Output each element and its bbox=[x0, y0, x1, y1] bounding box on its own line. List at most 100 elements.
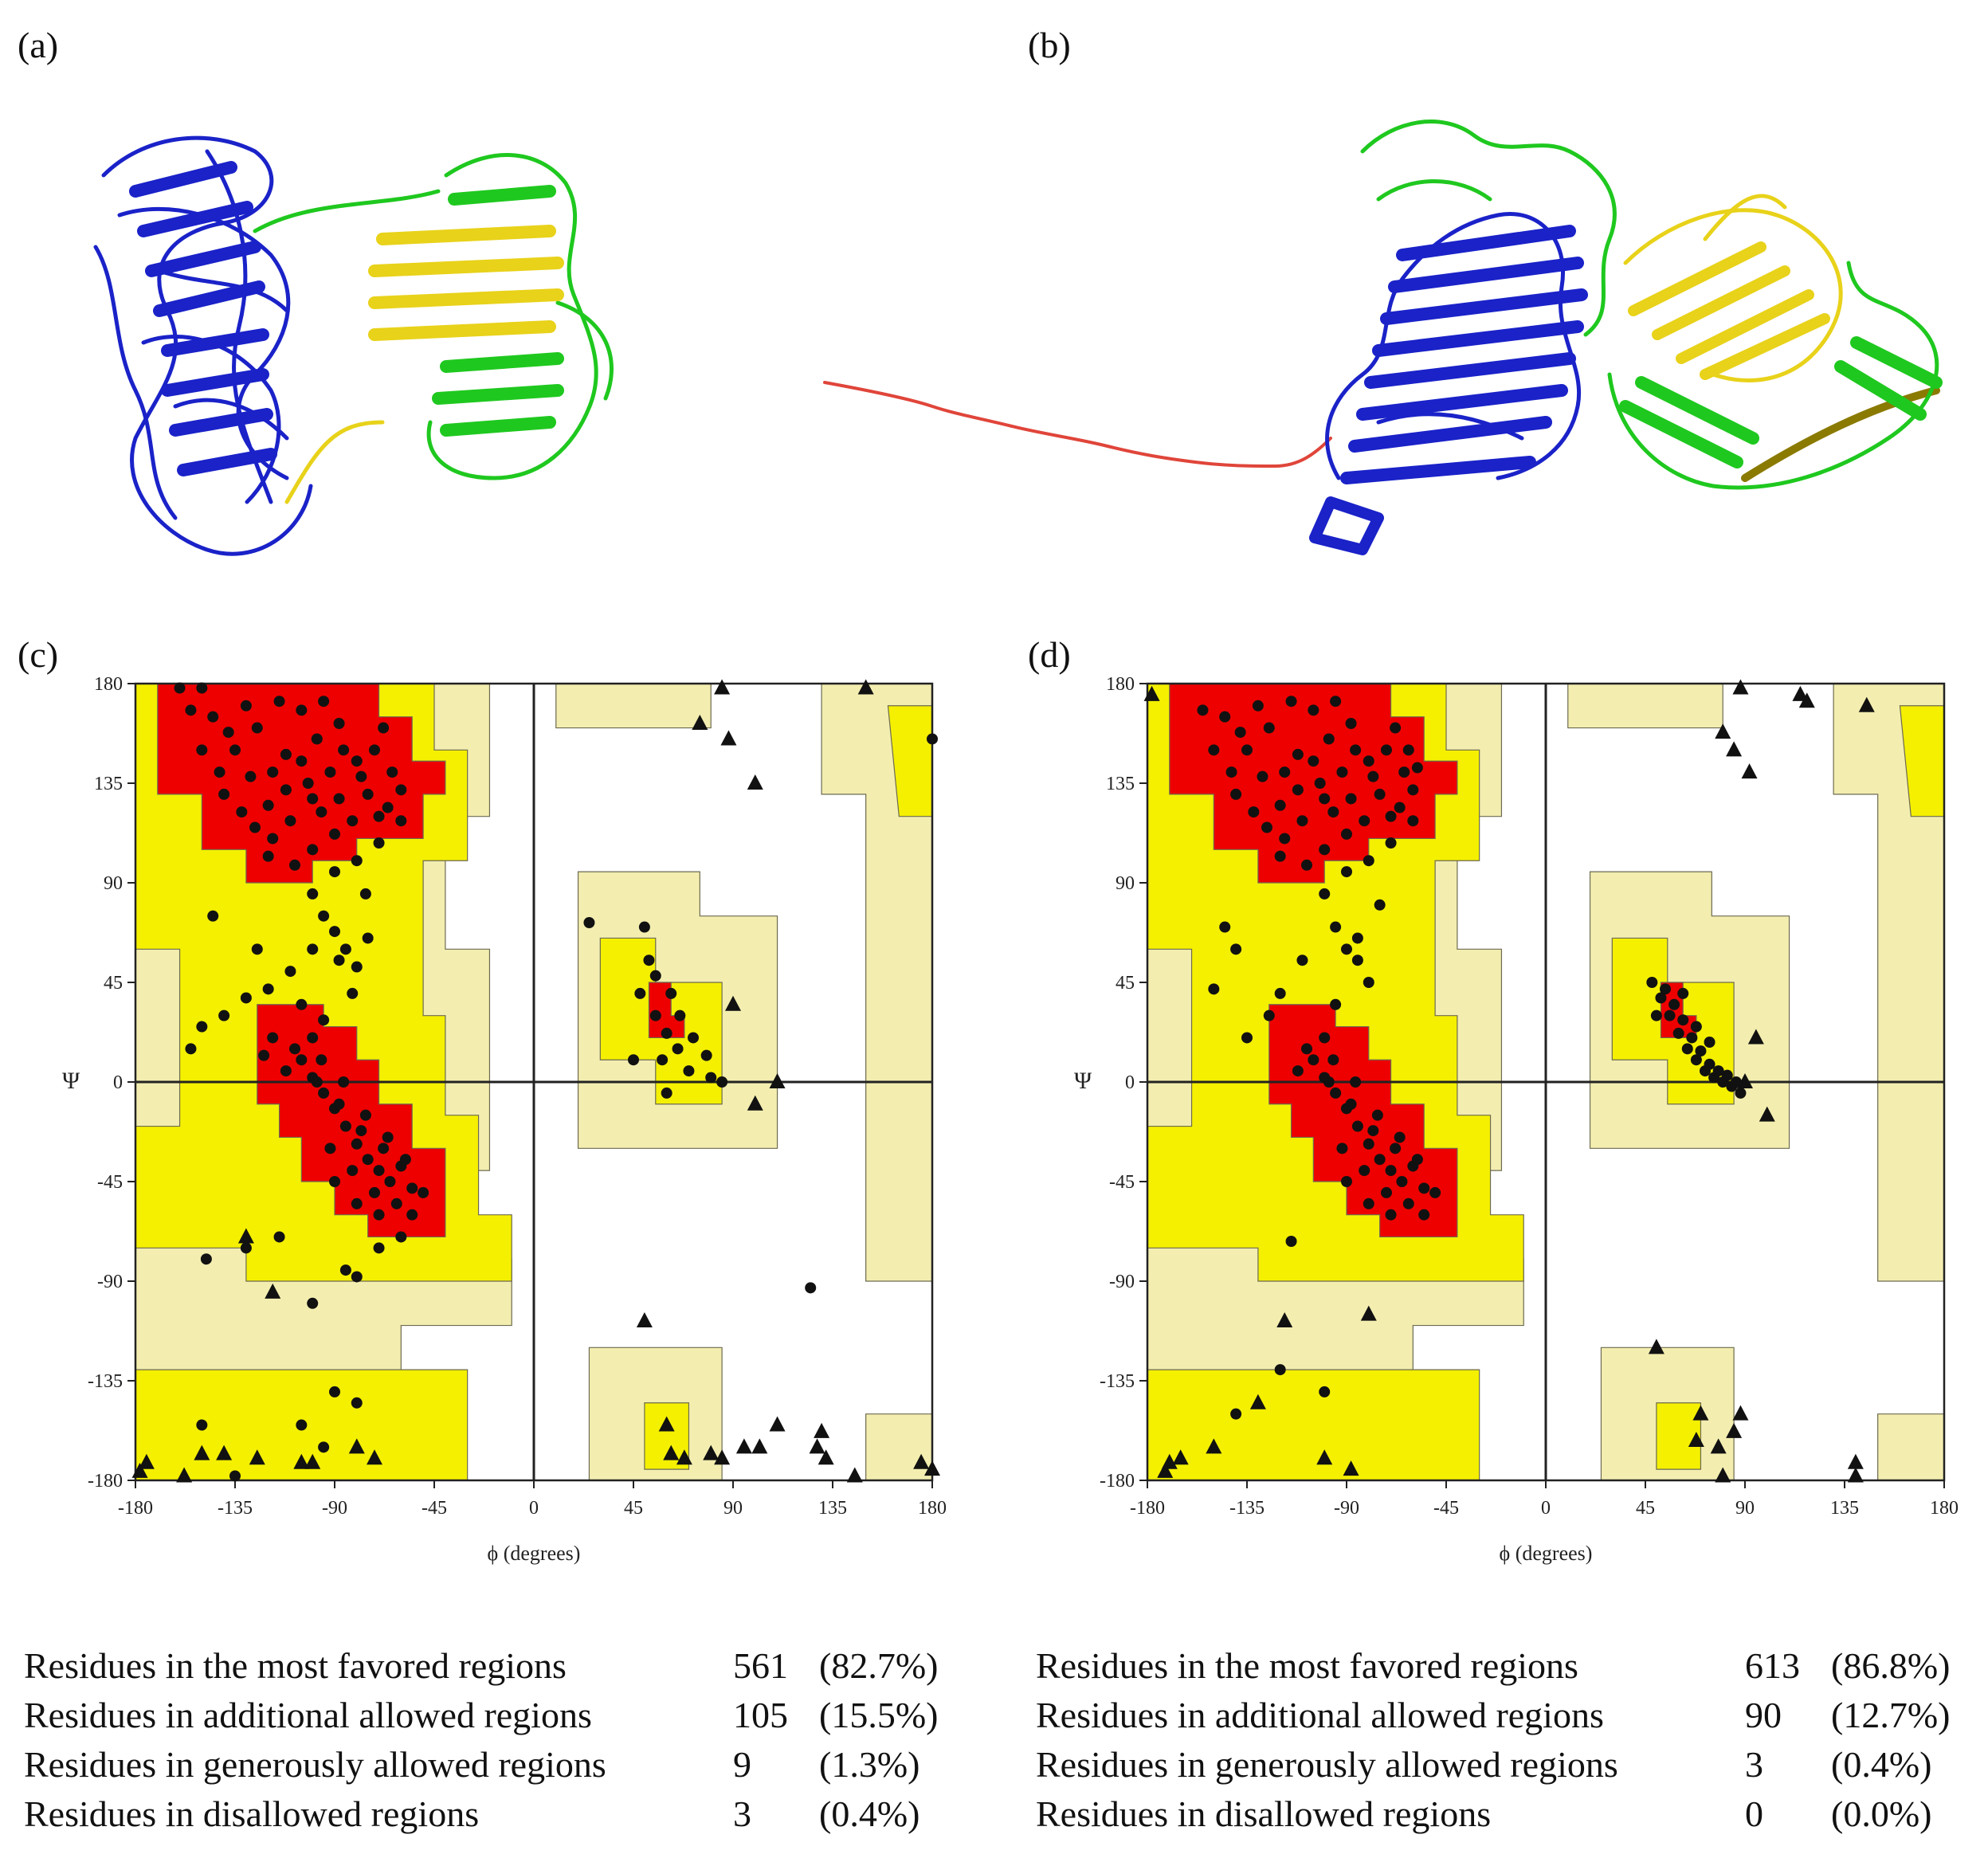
residue-point bbox=[418, 1186, 429, 1198]
residue-point bbox=[351, 1271, 363, 1283]
residue-point bbox=[1345, 1098, 1357, 1110]
residue-point bbox=[318, 1014, 330, 1026]
stats-percent: (0.4%) bbox=[1831, 1744, 1932, 1785]
residue-point bbox=[351, 1198, 363, 1209]
residue-point bbox=[273, 1231, 285, 1243]
residue-point bbox=[1279, 766, 1291, 778]
glycine-point bbox=[692, 715, 708, 730]
glycine-point bbox=[658, 1416, 675, 1432]
residue-point bbox=[1279, 833, 1291, 845]
residue-point bbox=[390, 1198, 402, 1209]
stats-table-d: Residues in the most favored regions 613 (… bbox=[1036, 1641, 1950, 1839]
residue-point bbox=[373, 1242, 385, 1254]
residue-point bbox=[1367, 770, 1379, 782]
residue-point bbox=[240, 700, 252, 711]
residue-point bbox=[1319, 888, 1331, 900]
glycine-point bbox=[924, 1460, 940, 1476]
x-tick-label: 0 bbox=[529, 1498, 539, 1519]
residue-point bbox=[1330, 696, 1342, 708]
allowed-region bbox=[1656, 1402, 1702, 1470]
residue-point bbox=[222, 727, 234, 739]
residue-point bbox=[688, 1032, 699, 1044]
residue-point bbox=[196, 744, 208, 756]
residue-point bbox=[1350, 744, 1362, 756]
residue-point bbox=[1230, 943, 1242, 955]
y-tick-label: -180 bbox=[88, 1471, 123, 1492]
glycine-point bbox=[1858, 696, 1875, 712]
residue-point bbox=[1330, 921, 1342, 933]
residue-point bbox=[1712, 1065, 1724, 1077]
residue-point bbox=[1398, 766, 1410, 778]
residue-point bbox=[634, 987, 646, 999]
glycine-point bbox=[1143, 685, 1160, 701]
residue-point bbox=[316, 806, 327, 818]
residue-point bbox=[338, 1076, 350, 1088]
stats-row: Residues in the most favored regions 613 (… bbox=[1036, 1641, 1950, 1691]
y-tick-label: 180 bbox=[94, 674, 123, 695]
y-tick-label: -45 bbox=[1109, 1172, 1135, 1193]
residue-point bbox=[1292, 748, 1304, 760]
glycine-point bbox=[138, 1453, 155, 1469]
residue-point bbox=[355, 1125, 367, 1137]
glycine-point bbox=[237, 1228, 254, 1244]
residue-point bbox=[1695, 1045, 1707, 1057]
residue-point bbox=[1314, 778, 1326, 789]
y-tick-label: 0 bbox=[1125, 1072, 1135, 1093]
residue-point bbox=[267, 833, 279, 845]
residue-point bbox=[329, 1176, 340, 1187]
stats-label: Residues in the most favored regions bbox=[24, 1645, 567, 1686]
glycine-point bbox=[176, 1467, 193, 1483]
residue-point bbox=[1385, 1209, 1397, 1221]
residue-point bbox=[1341, 828, 1352, 840]
residue-point bbox=[318, 910, 330, 922]
residue-point bbox=[1292, 1065, 1304, 1077]
residue-point bbox=[672, 1043, 684, 1055]
residue-point bbox=[289, 1043, 300, 1055]
residue-point bbox=[307, 793, 319, 805]
x-tick-label: 180 bbox=[1930, 1498, 1959, 1519]
glycine-point bbox=[735, 1438, 752, 1454]
residue-point bbox=[347, 987, 359, 999]
glycine-point bbox=[194, 1445, 210, 1460]
residue-point bbox=[1721, 1069, 1733, 1081]
glycine-point bbox=[714, 1449, 731, 1465]
glycine-point bbox=[703, 1445, 720, 1460]
residue-point bbox=[1681, 1043, 1693, 1055]
residue-point bbox=[267, 1032, 279, 1044]
residue-point bbox=[347, 815, 359, 827]
glycine-point bbox=[1726, 1422, 1743, 1438]
residue-point bbox=[1285, 696, 1297, 708]
residue-point bbox=[329, 828, 340, 840]
residue-point bbox=[324, 1143, 336, 1154]
glycine-point bbox=[1747, 1029, 1764, 1045]
residue-point bbox=[1664, 1009, 1676, 1021]
glycine-point bbox=[720, 730, 737, 746]
residue-point bbox=[1418, 1182, 1430, 1194]
stats-count: 90 bbox=[1745, 1695, 1782, 1735]
residue-point bbox=[1319, 1032, 1331, 1044]
glycine-point bbox=[663, 1445, 680, 1460]
residue-point bbox=[267, 766, 279, 778]
residue-point bbox=[1363, 855, 1374, 867]
residue-point bbox=[1396, 1176, 1408, 1187]
generous-region bbox=[1877, 1413, 1945, 1481]
glycine-point bbox=[857, 679, 874, 695]
residue-point bbox=[1336, 1143, 1348, 1154]
residue-point bbox=[1219, 711, 1231, 723]
residue-point bbox=[1359, 1165, 1370, 1177]
residue-point bbox=[214, 766, 225, 778]
residue-point bbox=[339, 1120, 351, 1132]
residue-point bbox=[1650, 1009, 1662, 1021]
residue-point bbox=[307, 844, 319, 856]
residue-point bbox=[262, 983, 274, 995]
stats-row: Residues in additional allowed regions 10… bbox=[24, 1691, 938, 1740]
residue-point bbox=[1735, 1087, 1747, 1099]
x-tick-label: -45 bbox=[1433, 1498, 1459, 1519]
residue-point bbox=[258, 1049, 270, 1061]
glycine-point bbox=[265, 1283, 281, 1299]
residue-point bbox=[716, 1076, 728, 1088]
stats-count: 613 bbox=[1745, 1645, 1800, 1686]
residue-point bbox=[649, 970, 661, 982]
residue-point bbox=[1292, 784, 1304, 796]
residue-point bbox=[1381, 744, 1392, 756]
